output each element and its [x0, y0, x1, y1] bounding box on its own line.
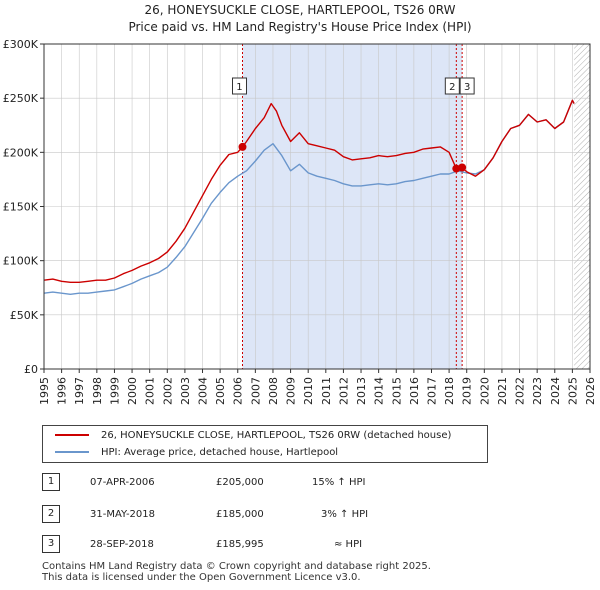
x-tick-label: 2009	[285, 377, 298, 405]
hpi-line-swatch	[55, 451, 89, 453]
x-tick-label: 2019	[461, 377, 474, 405]
x-tick-label: 2005	[214, 377, 227, 405]
sale-label: 1	[236, 82, 242, 93]
y-tick-label: £50K	[10, 309, 39, 322]
x-tick-label: 2011	[320, 377, 333, 405]
transaction-number: 3	[42, 535, 60, 553]
legend: 26, HONEYSUCKLE CLOSE, HARTLEPOOL, TS26 …	[42, 425, 488, 463]
y-tick-label: £0	[24, 363, 38, 376]
x-tick-label: 2007	[249, 377, 262, 405]
x-tick-label: 2012	[337, 377, 350, 405]
x-tick-label: 2006	[232, 377, 245, 405]
x-tick-label: 2003	[179, 377, 192, 405]
transaction-date: 28-SEP-2018	[90, 539, 154, 550]
legend-hpi-label: HPI: Average price, detached house, Hart…	[101, 447, 339, 458]
x-tick-label: 1998	[91, 377, 104, 405]
sale-label: 3	[464, 82, 470, 93]
plot-frame	[43, 43, 591, 370]
y-tick-label: £150K	[3, 201, 39, 214]
sale-label-box	[231, 77, 247, 95]
x-tick-label: 2026	[584, 377, 597, 405]
transaction-number: 2	[42, 505, 60, 523]
x-tick-label: 2010	[302, 377, 315, 405]
sale-point	[458, 163, 467, 172]
y-tick-label: £250K	[3, 92, 39, 105]
x-tick-label: 2014	[373, 377, 386, 405]
x-tick-label: 1999	[108, 377, 121, 405]
y-tick-label: £300K	[3, 38, 39, 51]
x-tick-label: 2001	[144, 377, 157, 405]
sale-point	[238, 142, 247, 151]
x-tick-label: 1996	[56, 377, 69, 405]
x-tick-label: 2022	[514, 377, 527, 405]
x-tick-label: 2018	[443, 377, 456, 405]
x-tick-label: 2008	[267, 377, 280, 405]
x-tick-label: 2000	[126, 377, 139, 405]
transaction-price: £185,000	[216, 509, 264, 520]
x-tick-label: 2013	[355, 377, 368, 405]
legend-item-hpi: HPI: Average price, detached house, Hart…	[55, 445, 338, 461]
x-tick-label: 2021	[496, 377, 509, 405]
footer-licence: This data is licensed under the Open Gov…	[42, 572, 361, 583]
transaction-price: £185,995	[216, 539, 264, 550]
x-tick-label: 2004	[197, 377, 210, 405]
property-price-line	[43, 99, 575, 283]
x-tick-label: 2024	[549, 377, 562, 405]
x-tick-label: 2025	[566, 377, 579, 405]
transaction-vs-hpi: 3% ↑ HPI	[321, 509, 369, 520]
chart-subtitle: Price paid vs. HM Land Registry's House …	[128, 20, 472, 34]
transaction-date: 07-APR-2006	[90, 477, 155, 488]
property-line-swatch	[55, 434, 89, 436]
transaction-vs-hpi: ≈ HPI	[334, 539, 363, 550]
x-tick-label: 2017	[425, 377, 438, 405]
y-tick-label: £100K	[3, 255, 39, 268]
x-tick-label: 2016	[408, 377, 421, 405]
chart-title: 26, HONEYSUCKLE CLOSE, HARTLEPOOL, TS26 …	[144, 3, 456, 17]
legend-property-label: 26, HONEYSUCKLE CLOSE, HARTLEPOOL, TS26 …	[101, 430, 452, 441]
sale-label-box	[459, 77, 475, 95]
transaction-vs-hpi: 15% ↑ HPI	[312, 477, 366, 488]
sale-label-box	[444, 77, 460, 95]
legend-item-property: 26, HONEYSUCKLE CLOSE, HARTLEPOOL, TS26 …	[55, 428, 451, 444]
footer: Contains HM Land Registry data © Crown c…	[42, 561, 431, 583]
x-tick-label: 2020	[478, 377, 491, 405]
footer-copyright: Contains HM Land Registry data © Crown c…	[42, 561, 431, 572]
x-tick-label: 1997	[73, 377, 86, 405]
x-tick-label: 1995	[38, 377, 51, 405]
transaction-date: 31-MAY-2018	[90, 509, 156, 520]
y-tick-label: £200K	[3, 146, 39, 159]
x-tick-label: 2015	[390, 377, 403, 405]
x-tick-label: 2002	[161, 377, 174, 405]
x-tick-label: 2023	[531, 377, 544, 405]
transaction-price: £205,000	[216, 477, 264, 488]
sale-label: 2	[449, 82, 455, 93]
transaction-number: 1	[42, 473, 60, 491]
